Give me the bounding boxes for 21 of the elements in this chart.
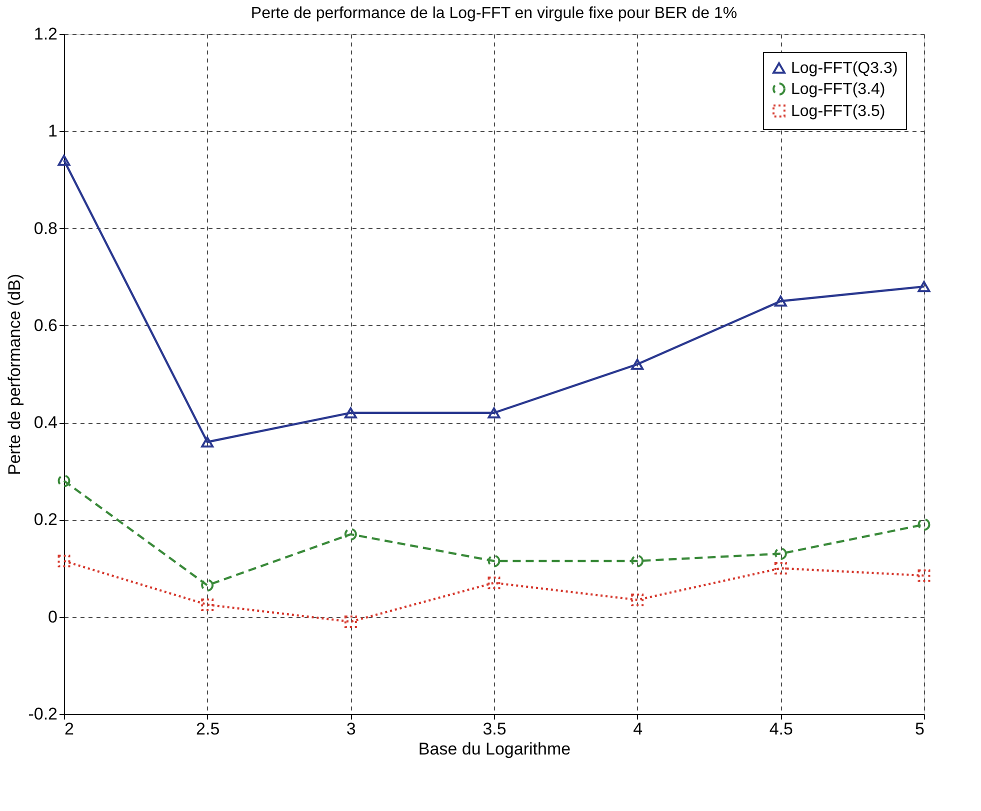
x-tick-label: 5	[915, 720, 924, 738]
y-tick-label: -0.2	[28, 704, 58, 724]
x-tick-label: 3	[346, 720, 356, 738]
y-tick-label: 0.8	[34, 218, 58, 238]
y-axis-title: Perte de performance (dB)	[5, 274, 24, 476]
y-tick-label: 0.4	[34, 413, 58, 432]
x-tick-label: 3.5	[482, 720, 506, 738]
legend-label: Log-FFT(3.5)	[791, 103, 886, 120]
x-tick-label: 2	[64, 720, 74, 738]
x-axis-title: Base du Logarithme	[418, 740, 571, 758]
y-tick-label: 1.2	[34, 24, 58, 44]
y-tick-label: 0.2	[34, 510, 58, 530]
y-tick-label: 0.6	[34, 316, 58, 335]
x-tick-label: 4	[633, 720, 643, 738]
y-tick-label: 0	[48, 607, 58, 626]
chart-title: Perte de performance de la Log-FFT en virgule fixe pour BER de 1%	[250, 5, 738, 22]
x-tick-label: 2.5	[196, 720, 220, 738]
legend-label: Log-FFT(3.4)	[791, 81, 886, 98]
x-tick-label: 4.5	[769, 720, 793, 738]
legend-label: Log-FFT(Q3.3)	[791, 60, 898, 77]
y-tick-label: 1	[48, 122, 58, 141]
